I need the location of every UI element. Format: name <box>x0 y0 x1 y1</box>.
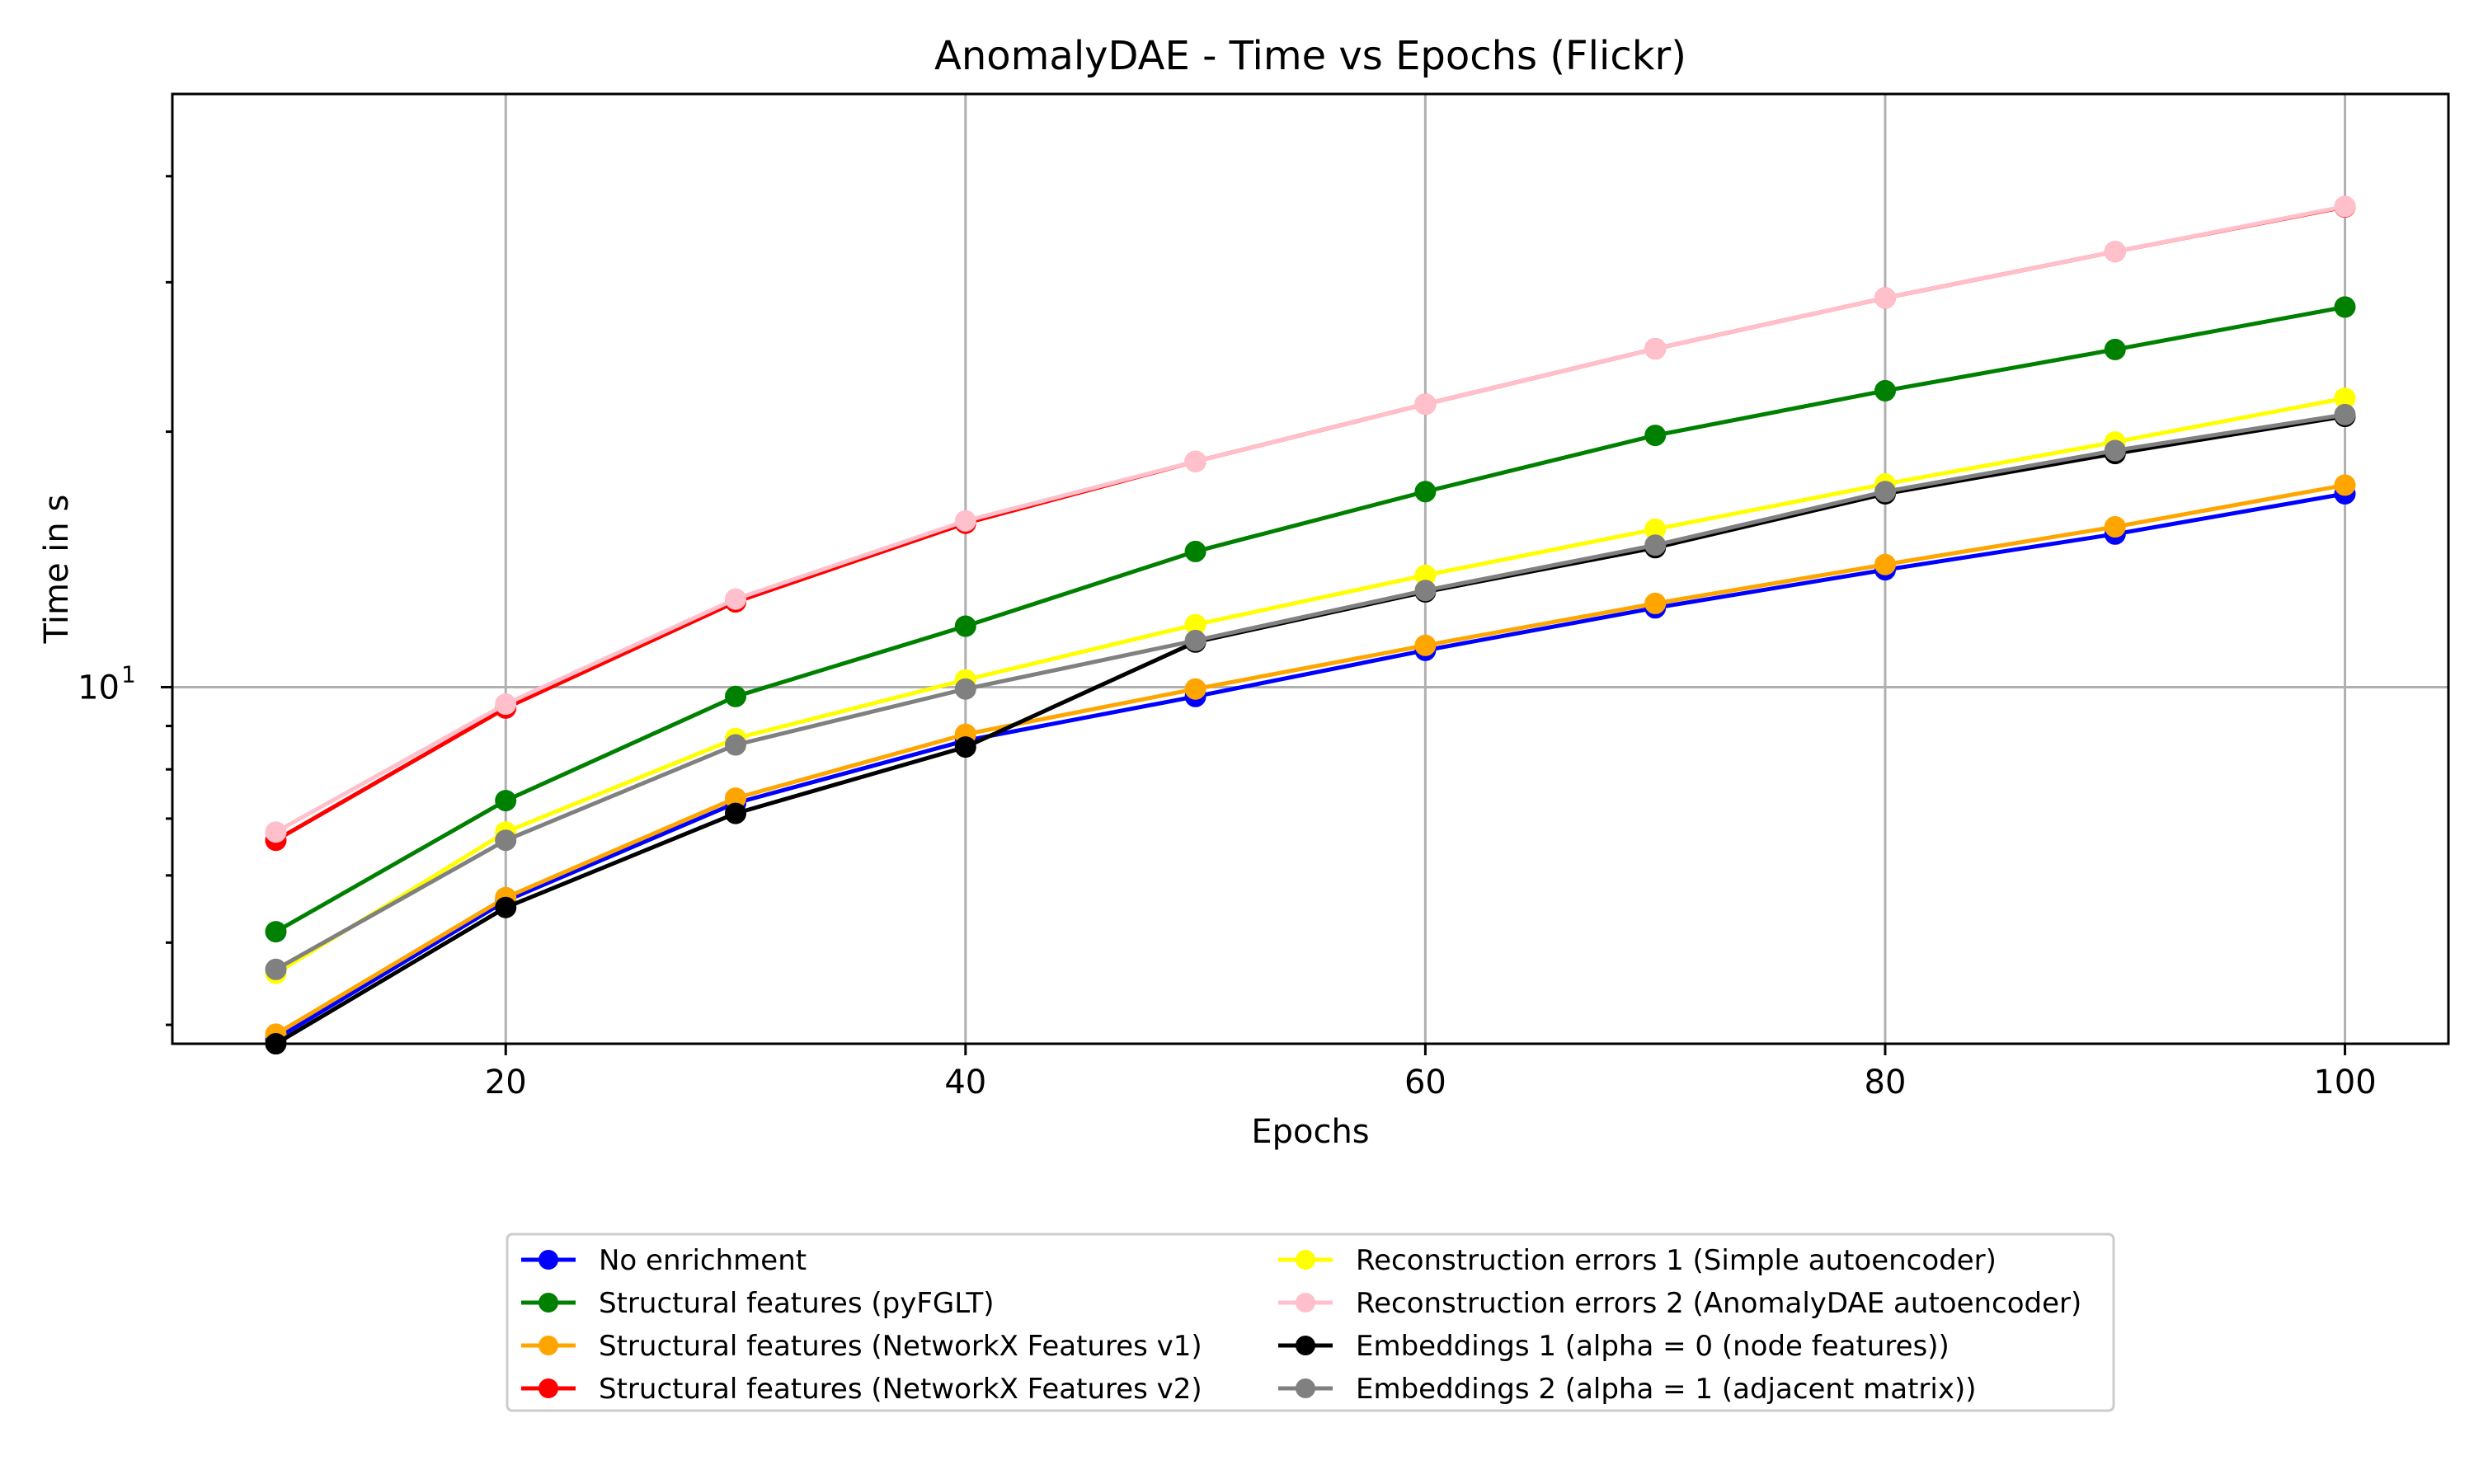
legend-item: Reconstruction errors 1 (Simple autoenco… <box>1278 1244 1997 1277</box>
data-point <box>954 736 976 758</box>
axis-ticks: 20 40 60 80 100 10 1 <box>78 175 2377 1101</box>
data-point <box>725 734 746 756</box>
x-tick-label: 60 <box>1404 1064 1446 1101</box>
data-point <box>1414 481 1437 503</box>
legend-swatch-marker <box>539 1293 558 1313</box>
data-point <box>725 685 746 707</box>
legend-item: Reconstruction errors 2 (AnomalyDAE auto… <box>1278 1287 2081 1320</box>
data-point <box>265 921 287 943</box>
legend-item: No enrichment <box>521 1244 807 1277</box>
data-point <box>495 693 517 715</box>
x-tick-label: 100 <box>2313 1064 2376 1101</box>
series <box>265 296 2356 943</box>
x-axis-label: Epochs <box>1251 1113 1369 1151</box>
data-point <box>2104 516 2126 538</box>
series-line <box>274 414 2347 1046</box>
legend-item: Structural features (NetworkX Features v… <box>521 1373 1202 1406</box>
legend-label: Embeddings 2 (alpha = 1 (adjacent matrix… <box>1356 1373 1976 1406</box>
legend-swatch-marker <box>539 1378 558 1398</box>
data-point <box>2104 439 2126 462</box>
data-point <box>1874 481 1896 503</box>
series <box>265 406 2356 1054</box>
data-point <box>495 829 517 852</box>
data-point <box>1414 634 1437 656</box>
legend-label: No enrichment <box>599 1244 807 1277</box>
data-point <box>1414 580 1437 602</box>
legend-label: Embeddings 1 (alpha = 0 (node features)) <box>1356 1330 1950 1363</box>
series-line <box>274 204 2347 834</box>
series <box>265 403 2356 980</box>
legend-label: Structural features (NetworkX Features v… <box>599 1373 1202 1406</box>
data-point <box>1874 287 1896 309</box>
y-tick-label: 10 <box>78 669 120 707</box>
data-point <box>2334 296 2356 318</box>
series <box>265 474 2356 1045</box>
data-point <box>725 802 746 824</box>
data-point <box>495 790 517 812</box>
y-tick-label-exponent: 1 <box>121 660 136 688</box>
series <box>265 387 2356 984</box>
data-point <box>725 588 746 610</box>
data-point <box>954 510 976 532</box>
data-point <box>954 615 976 637</box>
series-line <box>274 491 2347 1041</box>
plot-frame <box>171 92 2450 1045</box>
data-point <box>2334 474 2356 496</box>
data-point <box>2104 241 2126 263</box>
x-tick-label: 20 <box>485 1064 527 1101</box>
x-tick-label: 80 <box>1865 1064 1907 1101</box>
data-point <box>265 958 287 980</box>
legend: No enrichment Structural features (pyFGLT… <box>506 1233 2115 1412</box>
data-point <box>1644 534 1667 556</box>
data-point <box>1874 379 1896 402</box>
chart-title: AnomalyDAE - Time vs Epochs (Flickr) <box>934 33 1686 79</box>
legend-item: Structural features (pyFGLT) <box>521 1287 995 1320</box>
series-line <box>274 396 2347 976</box>
series-line <box>274 412 2347 972</box>
data-point <box>1644 592 1667 614</box>
data-point <box>1874 553 1896 575</box>
legend-item: Embeddings 2 (alpha = 1 (adjacent matrix… <box>1278 1373 1976 1406</box>
data-point <box>1184 540 1206 562</box>
legend-label: Structural features (pyFGLT) <box>599 1287 995 1320</box>
legend-swatch-marker <box>1296 1293 1315 1313</box>
data-point <box>2104 338 2126 360</box>
data-point <box>1184 678 1206 700</box>
legend-label: Reconstruction errors 2 (AnomalyDAE auto… <box>1356 1287 2081 1320</box>
data-point <box>1184 450 1206 472</box>
data-point <box>954 678 976 700</box>
data-point <box>265 821 287 843</box>
series-line <box>274 304 2347 934</box>
legend-item: Embeddings 1 (alpha = 0 (node features)) <box>1278 1330 1950 1363</box>
legend-item: Structural features (NetworkX Features v… <box>521 1330 1202 1363</box>
data-point <box>1414 393 1437 416</box>
data-point <box>2334 403 2356 425</box>
data-point <box>1184 629 1206 651</box>
x-tick-label: 40 <box>944 1064 986 1101</box>
data-point <box>1644 338 1667 359</box>
legend-label: Reconstruction errors 1 (Simple autoenco… <box>1356 1244 1997 1277</box>
legend-swatch-marker <box>539 1336 558 1355</box>
plot-series <box>265 195 2356 1054</box>
y-axis-label: Time in s <box>38 495 76 645</box>
legend-swatch-marker <box>1296 1250 1315 1270</box>
legend-label: Structural features (NetworkX Features v… <box>599 1330 1202 1363</box>
legend-swatch-marker <box>1296 1336 1315 1355</box>
data-point <box>2334 195 2356 218</box>
data-point <box>1644 425 1667 447</box>
legend-swatch-marker <box>1296 1378 1315 1398</box>
legend-frame <box>506 1233 2115 1412</box>
series-line <box>274 482 2347 1036</box>
legend-swatch-marker <box>539 1250 558 1270</box>
data-point <box>495 896 517 918</box>
series <box>265 195 2356 843</box>
